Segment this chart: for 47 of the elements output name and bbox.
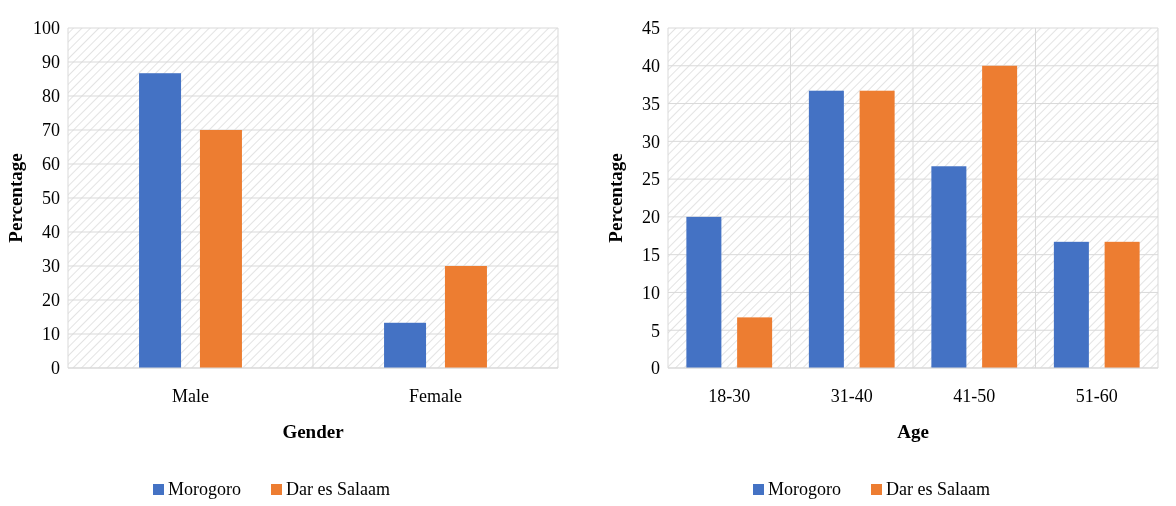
bar: [1104, 241, 1140, 368]
legend-label: Morogoro: [168, 479, 241, 499]
legend-label: Dar es Salaam: [886, 479, 990, 499]
y-tick-label: 0: [51, 358, 60, 379]
bar: [808, 90, 844, 368]
y-tick-label: 0: [651, 358, 660, 379]
bar: [931, 166, 967, 368]
bar: [737, 317, 773, 368]
legend-label: Morogoro: [768, 479, 841, 499]
y-tick-label: 5: [651, 320, 660, 341]
x-tick-label: 51-60: [1075, 386, 1118, 406]
y-tick-label: 10: [642, 282, 660, 303]
y-tick-label: 20: [42, 290, 60, 311]
bar: [139, 73, 182, 368]
x-axis-title: Age: [897, 421, 929, 442]
y-tick-label: 40: [42, 222, 60, 243]
y-tick-label: 30: [42, 256, 60, 277]
bar: [859, 90, 895, 368]
bar: [982, 65, 1018, 368]
bar: [384, 322, 427, 368]
x-axis-title: Gender: [282, 421, 345, 442]
x-tick-label: Male: [172, 386, 209, 406]
y-tick-label: 70: [42, 120, 60, 141]
y-tick-label: 15: [642, 244, 660, 265]
y-tick-label: 30: [642, 131, 660, 152]
y-tick-label: 80: [42, 86, 60, 107]
y-axis-title: Percentage: [5, 153, 26, 243]
y-axis-title: Percentage: [605, 153, 626, 243]
bar: [686, 216, 722, 368]
bar: [199, 130, 242, 368]
y-tick-label: 45: [642, 18, 660, 39]
x-tick-label: 31-40: [830, 386, 873, 406]
y-tick-label: 40: [642, 56, 660, 77]
y-tick-label: 60: [42, 154, 60, 175]
bar: [1053, 241, 1089, 368]
y-tick-label: 90: [42, 52, 60, 73]
x-tick-label: 18-30: [708, 386, 751, 406]
y-tick-label: 35: [642, 93, 660, 114]
y-tick-label: 100: [33, 18, 60, 39]
bar: [444, 266, 487, 368]
legend-label: Dar es Salaam: [286, 479, 390, 499]
x-tick-label: Female: [409, 386, 462, 406]
y-tick-label: 10: [42, 324, 60, 345]
y-tick-label: 20: [642, 207, 660, 228]
y-tick-label: 25: [642, 169, 660, 190]
x-tick-label: 41-50: [953, 386, 996, 406]
y-tick-label: 50: [42, 188, 60, 209]
